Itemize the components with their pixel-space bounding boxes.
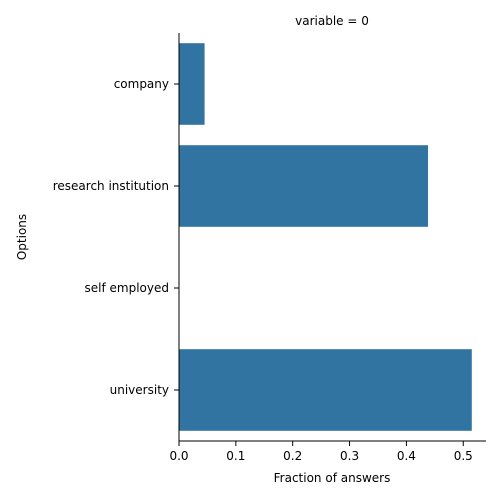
bar-research-institution — [179, 145, 429, 227]
bar-university — [179, 349, 472, 431]
x-ticks: 0.0 0.1 0.2 0.3 0.4 0.5 — [169, 441, 473, 463]
y-tick-label-university: university — [110, 383, 169, 397]
x-tick-label-2: 0.2 — [283, 449, 302, 463]
x-axis-label: Fraction of answers — [274, 471, 391, 485]
x-tick-label-3: 0.3 — [340, 449, 359, 463]
y-tick-labels: company research institution self employed… — [53, 77, 179, 397]
x-tick-label-0: 0.0 — [169, 449, 188, 463]
x-tick-label-1: 0.1 — [226, 449, 245, 463]
y-axis-label: Options — [15, 214, 29, 260]
x-tick-label-5: 0.5 — [454, 449, 473, 463]
y-tick-label-company: company — [114, 77, 169, 91]
y-tick-label-self-employed: self employed — [85, 281, 169, 295]
y-tick-label-research-institution: research institution — [53, 179, 169, 193]
bar-company — [179, 43, 205, 125]
bars-group — [179, 43, 472, 431]
chart-title: variable = 0 — [295, 14, 369, 28]
x-tick-label-4: 0.4 — [397, 449, 416, 463]
